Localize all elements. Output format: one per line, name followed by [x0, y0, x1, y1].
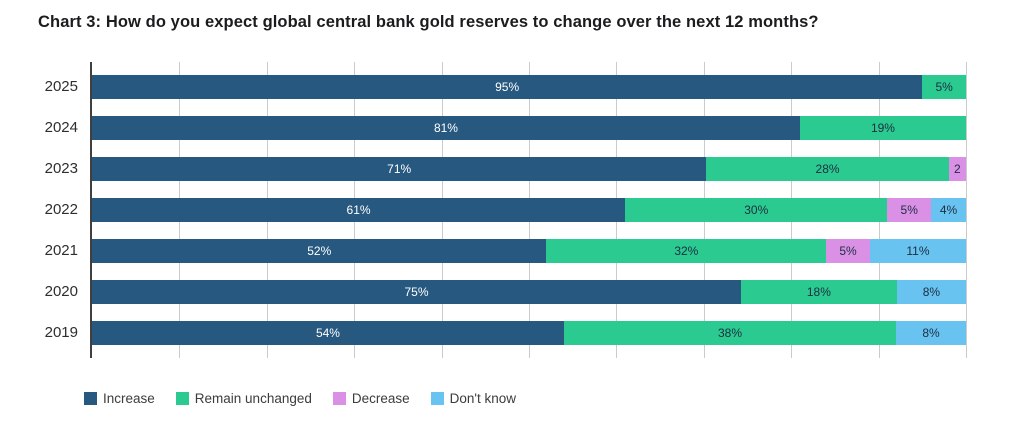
year-label: 2021 — [44, 242, 78, 259]
legend-label: Don't know — [449, 391, 517, 406]
bar-value-label: 38% — [718, 326, 743, 340]
bar-value-label: 19% — [870, 121, 895, 135]
bar-value-label: 52% — [307, 244, 332, 258]
bar-row: 81% 19% — [92, 116, 966, 140]
legend-item-remain-unchanged: Remain unchanged — [175, 391, 312, 406]
year-label: 2019 — [44, 324, 78, 341]
bar-value-label: 95% — [495, 80, 520, 94]
bar-segment-remain-unchanged: 38% — [563, 321, 897, 345]
bar-segment-increase: 71% — [92, 157, 707, 181]
bar-value-label: 75% — [404, 285, 429, 299]
bar-segment-remain-unchanged: 28% — [706, 157, 949, 181]
bar-value-label: 28% — [815, 162, 840, 176]
plot-area: 95% 5% 81% 19% 71% 28% 2 61% 30% 5% 4% 52% 32% 5% 11% 7… — [90, 62, 967, 358]
bar-segment-remain-unchanged: 5% — [922, 75, 966, 99]
bar-value-label: 81% — [433, 121, 458, 135]
bar-value-label: 5% — [935, 80, 953, 94]
bar-segment-dont-know: 8% — [896, 321, 966, 345]
legend-label: Increase — [103, 391, 155, 406]
legend-swatch — [430, 392, 444, 405]
bar-value-label: 71% — [387, 162, 412, 176]
bar-segment-decrease: 5% — [826, 239, 870, 263]
year-label: 2022 — [44, 201, 78, 218]
legend-item-decrease: Decrease — [332, 391, 410, 406]
chart-title: Chart 3: How do you expect global centra… — [38, 13, 819, 31]
bar-segment-decrease: 2 — [948, 157, 966, 181]
category-axis: 2025 2024 2023 2022 2021 2020 2019 — [0, 62, 78, 358]
grid-line — [966, 62, 967, 358]
bar-segment-increase: 52% — [92, 239, 547, 263]
year-label: 2023 — [44, 160, 78, 177]
bar-segment-increase: 61% — [92, 198, 626, 222]
bar-rows: 95% 5% 81% 19% 71% 28% 2 61% 30% 5% 4% 52% 32% 5% 11% 7… — [92, 62, 967, 358]
bar-segment-dont-know: 11% — [869, 239, 967, 263]
bar-segment-decrease: 5% — [887, 198, 932, 222]
bar-value-label: 18% — [806, 285, 831, 299]
chart-legend: Increase Remain unchanged Decrease Don't kn… — [84, 391, 516, 406]
legend-item-increase: Increase — [84, 391, 155, 406]
bar-value-label: 8% — [922, 326, 940, 340]
bar-row: 95% 5% — [92, 75, 966, 99]
legend-label: Decrease — [351, 391, 410, 406]
bar-value-label: 54% — [315, 326, 340, 340]
bar-segment-remain-unchanged: 18% — [741, 280, 897, 304]
bar-value-label: 30% — [744, 203, 769, 217]
bar-value-label: 11% — [906, 244, 930, 258]
bar-segment-increase: 95% — [92, 75, 923, 99]
bar-value-label: 5% — [839, 244, 857, 258]
bar-segment-increase: 81% — [92, 116, 800, 140]
bar-segment-increase: 54% — [92, 321, 564, 345]
bar-value-label: 4% — [939, 203, 958, 217]
chart-area: 2025 2024 2023 2022 2021 2020 2019 95% 5% 81% 19%… — [0, 62, 967, 358]
bar-row: 54% 38% 8% — [92, 321, 966, 345]
bar-row: 52% 32% 5% 11% — [92, 239, 967, 263]
bar-segment-remain-unchanged: 19% — [799, 116, 966, 140]
year-label: 2024 — [44, 119, 78, 136]
legend-label: Remain unchanged — [194, 391, 312, 406]
bar-row: 71% 28% 2 — [92, 157, 966, 181]
bar-value-label: 61% — [346, 203, 371, 217]
bar-value-label: 32% — [674, 244, 699, 258]
bar-segment-remain-unchanged: 30% — [625, 198, 888, 222]
bar-value-label: 5% — [900, 203, 918, 217]
legend-swatch — [175, 392, 189, 405]
bar-segment-dont-know: 4% — [931, 198, 966, 222]
bar-segment-increase: 75% — [92, 280, 742, 304]
bar-value-label: 2 — [954, 162, 961, 176]
legend-swatch — [332, 392, 346, 405]
year-label: 2025 — [44, 78, 78, 95]
bar-row: 61% 30% 5% 4% — [92, 198, 966, 222]
legend-swatch — [84, 392, 97, 405]
legend-item-dont-know: Don't know — [430, 391, 517, 406]
bar-value-label: 8% — [922, 285, 941, 299]
bar-row: 75% 18% 8% — [92, 280, 967, 304]
bar-segment-dont-know: 8% — [896, 280, 967, 304]
year-label: 2020 — [44, 283, 78, 300]
bar-segment-remain-unchanged: 32% — [546, 239, 827, 263]
